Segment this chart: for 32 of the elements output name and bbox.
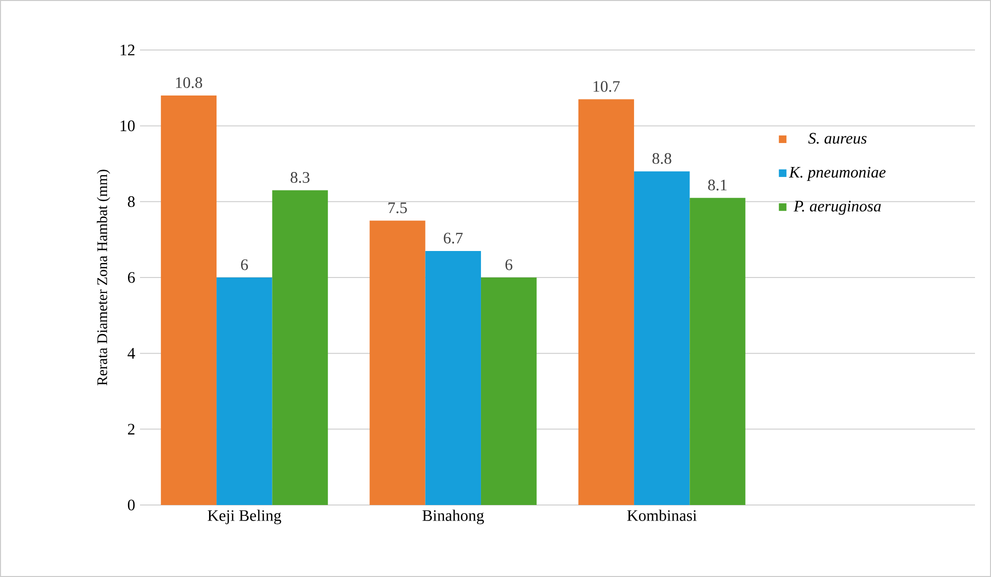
data-label: 6: [241, 259, 248, 270]
y-tick-label: 12: [120, 44, 134, 56]
bar: [634, 171, 690, 505]
y-tick-label: 4: [128, 348, 136, 359]
y-tick-label: 2: [128, 424, 134, 434]
legend-label: P. aeruginosa: [794, 200, 881, 215]
data-label: 6.7: [444, 232, 463, 244]
y-tick-label: 8: [128, 196, 135, 208]
bar: [690, 198, 746, 505]
legend-label: S. aureus: [808, 132, 867, 144]
data-label: 8.1: [708, 180, 727, 190]
data-label: 10.7: [594, 81, 620, 92]
bar: [480, 277, 537, 505]
bar: [160, 95, 217, 505]
data-label: 8.3: [290, 172, 310, 183]
bar: [578, 99, 634, 505]
data-label: 7.5: [388, 202, 407, 214]
y-tick-label: 6: [128, 272, 135, 283]
bar: [370, 220, 426, 505]
x-tick-label: Keji Beling: [208, 510, 282, 524]
y-axis-title: Rerata Diameter Zona Hambat (mm): [96, 170, 110, 386]
data-label: 10.8: [176, 77, 202, 88]
x-tick-label: Kombinasi: [627, 510, 697, 521]
x-tick-label: Binahong: [422, 510, 484, 524]
data-label: 8.8: [652, 153, 672, 164]
bar: [425, 250, 481, 505]
data-label: 6: [505, 259, 512, 270]
bar: [272, 190, 328, 505]
bar: [216, 277, 272, 505]
y-tick-label: 10: [120, 120, 135, 132]
legend-label: K. pneumoniae: [788, 166, 886, 181]
y-tick-label: 0: [128, 500, 135, 510]
